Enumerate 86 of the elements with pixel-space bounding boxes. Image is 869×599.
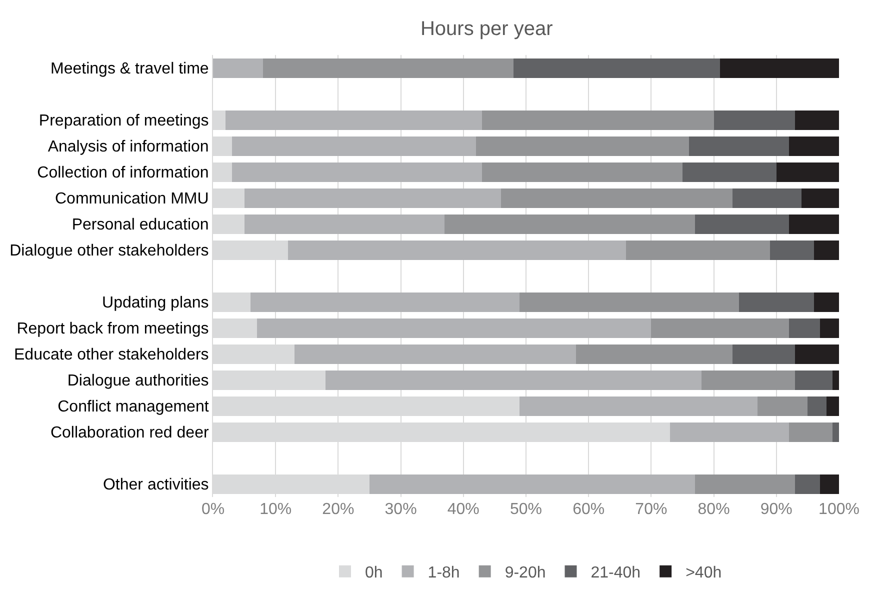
bar — [626, 240, 770, 260]
x-tick-label: 10% — [260, 501, 292, 518]
bar — [576, 344, 733, 364]
bar — [795, 344, 839, 364]
y-tick-label: Dialogue authorities — [67, 372, 209, 390]
bar — [482, 162, 682, 182]
bar — [670, 422, 789, 442]
bar — [814, 240, 839, 260]
bar — [294, 344, 576, 364]
legend-label: >40h — [686, 564, 722, 582]
bar — [682, 162, 776, 182]
bar — [820, 318, 839, 338]
bar — [788, 214, 839, 234]
bar — [795, 474, 820, 494]
y-tick-label: Meetings & travel time — [50, 60, 209, 78]
y-tick-label: Report back from meetings — [16, 320, 209, 338]
y-tick-label: Updating plans — [102, 294, 209, 312]
y-tick-label: Communication MMU — [54, 190, 209, 208]
bar — [500, 188, 733, 208]
bar — [520, 292, 739, 312]
y-tick-label: Other activities — [102, 476, 209, 494]
bar — [832, 422, 839, 442]
bar — [788, 422, 833, 442]
y-tick-label: Collection of information — [37, 164, 209, 182]
x-tick-label: 40% — [447, 501, 480, 518]
x-tick-label: 60% — [572, 501, 605, 518]
bar — [788, 318, 820, 338]
bar — [701, 370, 796, 390]
bar — [732, 344, 796, 364]
y-tick-label: Educate other stakeholders — [14, 346, 209, 364]
bar — [795, 370, 833, 390]
bar — [326, 370, 702, 390]
bar — [695, 214, 789, 234]
bar — [256, 318, 652, 338]
x-tick-label: 70% — [635, 501, 668, 518]
bar — [720, 58, 839, 78]
bar — [776, 162, 839, 182]
bar — [758, 396, 808, 416]
legend-label: 21-40h — [590, 564, 641, 582]
y-tick-label: Preparation of meetings — [38, 112, 209, 130]
bar — [250, 292, 520, 312]
bar — [801, 188, 839, 208]
x-tick-label: 0% — [201, 501, 225, 518]
bar — [788, 136, 839, 156]
bar — [244, 214, 445, 234]
x-tick-label: 30% — [384, 501, 417, 518]
x-tick-label: 80% — [698, 501, 730, 518]
bar — [482, 110, 714, 130]
bar — [476, 136, 689, 156]
bar — [820, 474, 839, 494]
bar — [770, 240, 814, 260]
bar — [832, 370, 839, 390]
bar — [226, 110, 482, 130]
bar — [370, 474, 696, 494]
bar — [732, 188, 802, 208]
y-tick-label: Personal education — [72, 216, 209, 234]
bar — [795, 110, 839, 130]
x-tick-label: 50% — [510, 501, 542, 518]
bar — [288, 240, 626, 260]
bar — [244, 188, 501, 208]
bar — [738, 292, 814, 312]
y-tick-label: Collaboration red deer — [50, 424, 210, 442]
bar — [520, 396, 758, 416]
bar — [232, 136, 476, 156]
bar — [714, 110, 796, 130]
legend-label: 1-8h — [428, 564, 460, 582]
bar — [232, 162, 482, 182]
y-tick-label: Analysis of information — [48, 138, 209, 156]
bar — [263, 58, 514, 78]
bar — [688, 136, 789, 156]
bar — [695, 474, 796, 494]
bar — [213, 58, 264, 78]
bar — [444, 214, 696, 234]
bar — [651, 318, 789, 338]
x-tick-label: 90% — [760, 501, 792, 518]
y-tick-label: Dialogue other stakeholders — [10, 242, 209, 260]
legend-label: 0h — [365, 564, 383, 582]
bar — [826, 396, 839, 416]
y-tick-label: Conflict management — [58, 398, 210, 416]
bar — [808, 396, 826, 416]
x-tick-label: 100% — [818, 501, 860, 518]
x-tick-label: 20% — [322, 501, 354, 518]
legend-label: 9-20h — [504, 564, 546, 582]
bar — [814, 292, 839, 312]
chart-title: Hours per year — [420, 18, 554, 40]
bar — [513, 58, 720, 78]
